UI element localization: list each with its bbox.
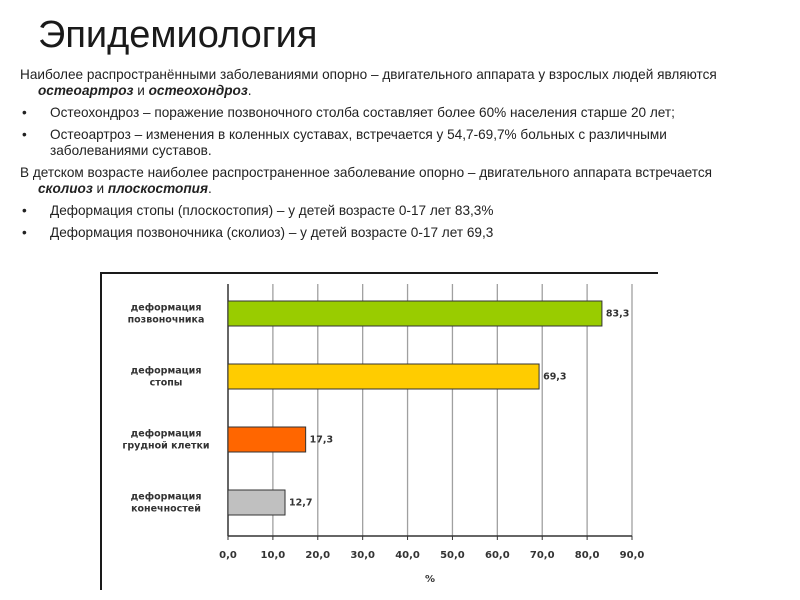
bullet-text: Остеохондроз – поражение позвоночного ст… — [50, 105, 675, 120]
bullet-adult-2: • Остеоартроз – изменения в коленных суст… — [20, 127, 760, 159]
category-label: деформация — [131, 492, 202, 503]
bar-1 — [227, 363, 540, 390]
children-term-scoliosis: сколиоз — [38, 181, 93, 196]
intro-text: Наиболее распространёнными заболеваниями… — [20, 67, 717, 82]
bar-chart: 0,0 10,0 20,0 30,0 40,0 50,0 60,0 70,0 80,0 90,0%… — [100, 272, 658, 590]
children-connector: и — [92, 181, 108, 196]
category-label: стопы — [150, 378, 183, 389]
page-title: Эпидемиология — [38, 14, 318, 56]
children-paragraph: В детском возрасте наиболее распростране… — [20, 165, 760, 197]
intro-end: . — [247, 83, 252, 98]
bullet-text: Остеоартроз – изменения в коленных суста… — [50, 127, 667, 158]
bar-0 — [227, 300, 603, 327]
category-label: деформация — [131, 303, 202, 314]
x-tick-label: 30,0 — [350, 550, 375, 561]
intro-term-osteochondrosis: остеохондроз — [148, 83, 248, 98]
x-tick-label: 20,0 — [305, 550, 330, 561]
bullet-text: Деформация стопы (плоскостопия) – у дете… — [50, 203, 494, 218]
value-label: 83,3 — [606, 309, 629, 320]
bar-2 — [227, 426, 307, 453]
bullet-icon: • — [22, 203, 27, 218]
bullet-children-2: • Деформация позвоночника (сколиоз) – у д… — [20, 225, 760, 241]
x-tick-label: 60,0 — [485, 550, 510, 561]
bullet-icon: • — [22, 225, 27, 240]
x-tick-label: 90,0 — [620, 550, 645, 561]
value-label: 12,7 — [289, 498, 312, 509]
x-tick-label: 10,0 — [261, 550, 286, 561]
value-label: 69,3 — [543, 372, 566, 383]
bullet-icon: • — [22, 127, 27, 142]
children-end: . — [207, 181, 212, 196]
intro-term-osteoarthrosis: остеоартроз — [38, 83, 134, 98]
text-content: Наиболее распространёнными заболеваниями… — [20, 67, 760, 247]
bar-chart-svg: 0,0 10,0 20,0 30,0 40,0 50,0 60,0 70,0 80,0 90,0%… — [122, 284, 645, 585]
category-label: деформация — [131, 366, 202, 377]
bullet-children-1: • Деформация стопы (плоскостопия) – у дет… — [20, 203, 760, 219]
x-tick-label: 80,0 — [575, 550, 600, 561]
children-term-flatfoot: плоскостопия — [107, 181, 208, 196]
x-tick-label: 40,0 — [395, 550, 420, 561]
value-label: 17,3 — [310, 435, 333, 446]
x-axis-title: % — [425, 574, 435, 585]
bullet-text: Деформация позвоночника (сколиоз) – у де… — [50, 225, 494, 240]
x-tick-label: 50,0 — [440, 550, 465, 561]
intro-paragraph: Наиболее распространёнными заболеваниями… — [20, 67, 760, 99]
x-tick-label: 0,0 — [219, 550, 237, 561]
bullet-adult-1: • Остеохондроз – поражение позвоночного с… — [20, 105, 760, 121]
intro-connector: и — [133, 83, 149, 98]
bullet-icon: • — [22, 105, 27, 120]
category-label: конечностей — [131, 504, 201, 515]
bar-3 — [227, 489, 286, 516]
category-label: грудной клетки — [122, 441, 209, 452]
children-text: В детском возрасте наиболее распростране… — [20, 165, 712, 180]
x-tick-label: 70,0 — [530, 550, 555, 561]
category-label: позвоночника — [128, 315, 205, 326]
category-label: деформация — [131, 429, 202, 440]
